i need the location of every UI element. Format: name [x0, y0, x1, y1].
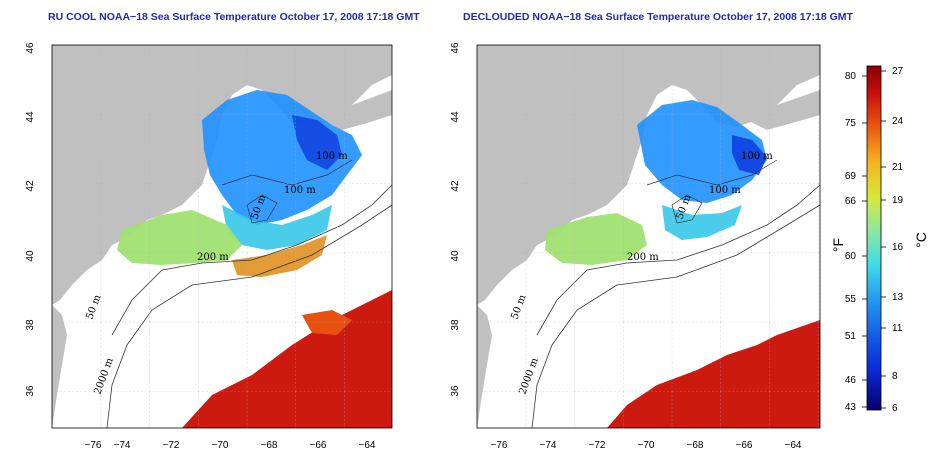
left-y-tick: 44 [25, 111, 36, 123]
colorbar: °F °C 80 75 69 66 60 55 51 46 43 27 24 [830, 65, 929, 414]
left-x-tick: −66 [310, 440, 327, 451]
left-x-axis: −76 −74 −72 −70 −68 −66 −64 [85, 440, 376, 451]
fahrenheit-tick: 66 [845, 196, 857, 207]
right-x-tick: −64 [785, 440, 802, 451]
right-x-tick: −68 [687, 440, 704, 451]
right-x-tick: −70 [638, 440, 655, 451]
left-map: 100 m 100 m 50 m 200 m 50 m 2000 m [51, 44, 393, 429]
fahrenheit-tick: 60 [845, 251, 857, 262]
celsius-tick: 8 [892, 371, 898, 382]
fahrenheit-tick: 80 [845, 71, 857, 82]
left-x-tick: −72 [163, 440, 180, 451]
celsius-tick: 13 [892, 292, 904, 303]
fahrenheit-ticks: 80 75 69 66 60 55 51 46 43 [845, 71, 857, 413]
right-x-tick: −74 [540, 440, 557, 451]
left-contour-label-2: 100 m [284, 185, 316, 196]
fahrenheit-tick: 51 [845, 331, 857, 342]
left-map-frame [51, 44, 393, 429]
right-contour-label-4: 200 m [627, 252, 659, 263]
celsius-tick: 19 [892, 195, 904, 206]
left-y-tick: 36 [25, 385, 36, 397]
right-contour-label-1: 100 m [741, 151, 773, 162]
left-x-tick: −64 [359, 440, 376, 451]
celsius-tick: 21 [892, 162, 904, 173]
celsius-tick: 16 [892, 242, 904, 253]
right-map-title: DECLOUDED NOAA−18 Sea Surface Temperatur… [463, 11, 853, 23]
left-map-gridlines [52, 45, 392, 428]
fahrenheit-tick: 55 [845, 294, 857, 305]
fahrenheit-tick-marks [862, 75, 867, 408]
right-x-tick: −72 [589, 440, 606, 451]
right-map: 100 m 100 m 50 m 200 m 50 m 2000 m [476, 44, 821, 429]
fahrenheit-tick: 69 [845, 171, 857, 182]
left-contour-label-4: 200 m [197, 252, 229, 263]
right-contour-label-2: 100 m [709, 185, 741, 196]
left-x-tick: −68 [261, 440, 278, 451]
left-y-tick: 40 [25, 250, 36, 262]
right-map-frame [476, 44, 821, 429]
celsius-tick: 24 [892, 116, 904, 127]
right-x-axis: −76 −74 −72 −70 −68 −66 −64 [491, 440, 802, 451]
right-y-tick: 40 [450, 250, 461, 262]
right-y-tick: 44 [450, 111, 461, 123]
right-y-axis: 36 38 40 42 44 46 [450, 42, 461, 397]
right-y-tick: 46 [450, 42, 461, 54]
fahrenheit-tick: 75 [845, 118, 857, 129]
fahrenheit-tick: 46 [845, 375, 857, 386]
celsius-ticks: 27 24 21 19 16 13 11 8 6 [892, 66, 904, 414]
fahrenheit-tick: 43 [845, 402, 857, 413]
left-contour-label-1: 100 m [316, 151, 348, 162]
left-map-title: RU COOL NOAA−18 Sea Surface Temperature … [48, 11, 420, 23]
right-map-gridlines [477, 45, 820, 428]
left-y-tick: 46 [25, 42, 36, 54]
right-y-tick: 36 [450, 385, 461, 397]
celsius-tick: 11 [892, 323, 903, 334]
celsius-tick: 27 [892, 66, 904, 77]
celsius-tick: 6 [892, 403, 898, 414]
colorbar-scale [866, 65, 882, 411]
left-y-tick: 42 [25, 180, 36, 192]
left-y-tick: 38 [25, 319, 36, 331]
right-y-tick: 42 [450, 180, 461, 192]
left-x-tick: −70 [212, 440, 229, 451]
left-x-tick: −76 [85, 440, 102, 451]
left-x-tick: −74 [114, 440, 131, 451]
celsius-label: °C [913, 232, 929, 248]
right-x-tick: −66 [736, 440, 753, 451]
right-x-tick: −76 [491, 440, 508, 451]
left-y-axis: 36 38 40 42 44 46 [25, 42, 36, 397]
right-y-tick: 38 [450, 319, 461, 331]
fahrenheit-label: °F [830, 238, 846, 252]
celsius-tick-marks [881, 70, 886, 409]
